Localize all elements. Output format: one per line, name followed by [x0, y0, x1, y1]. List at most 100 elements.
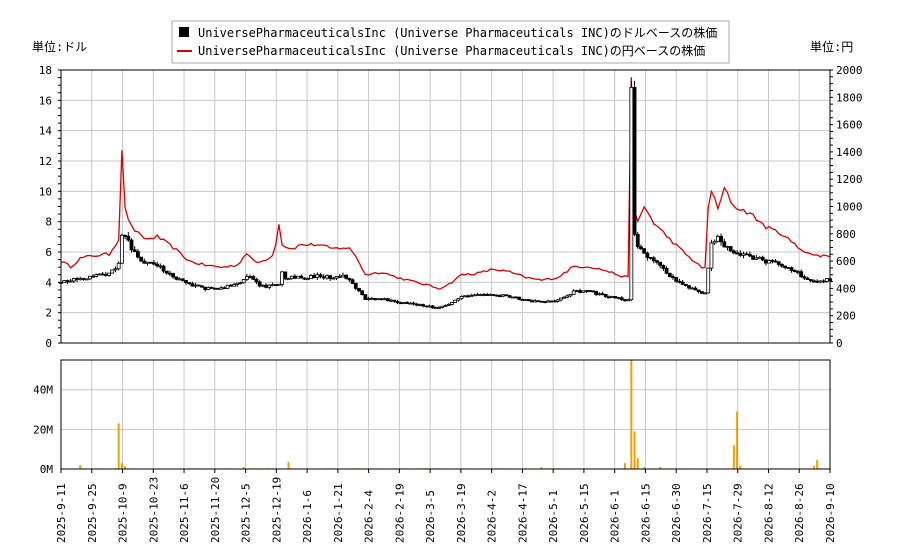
- price-candle-body: [393, 300, 396, 301]
- price-candle-body: [710, 243, 713, 268]
- volume-bar: [630, 360, 632, 469]
- price-candle-body: [534, 301, 537, 302]
- price-candle-body: [117, 263, 120, 268]
- price-candle-body: [306, 279, 309, 280]
- volume-bar: [634, 431, 636, 469]
- price-candle-body: [329, 276, 332, 279]
- price-candle-body: [348, 278, 351, 279]
- price-candle-body: [617, 298, 620, 299]
- price-candle-body: [140, 257, 143, 261]
- volume-bar: [733, 445, 735, 469]
- price-candle-body: [598, 294, 601, 295]
- price-candle-body: [582, 291, 585, 292]
- price-candle-body: [691, 288, 694, 289]
- legend-label-dollar: UniversePharmaceuticalsInc (Universe Pha…: [198, 25, 717, 40]
- price-candle-body: [816, 281, 819, 282]
- price-candle-body: [524, 300, 527, 301]
- price-candle-body: [611, 296, 614, 297]
- left-tick-label: 10: [39, 185, 52, 198]
- volume-bar: [624, 463, 626, 469]
- price-candle-body: [364, 295, 367, 300]
- price-candle-body: [752, 256, 755, 259]
- price-candle-body: [755, 258, 758, 259]
- price-candle-body: [284, 272, 287, 279]
- price-candle-body: [800, 272, 803, 277]
- price-candle-body: [104, 274, 107, 275]
- x-tick-label: 2026-6-1: [609, 490, 622, 543]
- price-candle-body: [309, 276, 312, 279]
- price-candle-body: [553, 301, 556, 302]
- price-candle-body: [771, 260, 774, 261]
- price-candle-body: [758, 257, 761, 258]
- price-candle-body: [575, 291, 578, 292]
- volume-tick-label: 40M: [33, 384, 53, 397]
- price-candle-body: [514, 297, 517, 298]
- price-candle-body: [223, 288, 226, 289]
- price-candle-body: [300, 276, 303, 278]
- price-candle-body: [335, 276, 338, 278]
- x-tick-label: 2025-12-19: [270, 477, 283, 543]
- volume-tick-label: 20M: [33, 423, 53, 436]
- price-candle-body: [412, 303, 415, 304]
- price-candle-body: [547, 301, 550, 302]
- price-candle-body: [787, 268, 790, 269]
- price-candle-body: [681, 282, 684, 284]
- price-candle-body: [540, 301, 543, 302]
- price-candle-body: [777, 262, 780, 265]
- price-candle-body: [418, 305, 421, 306]
- right-tick-label: 1200: [836, 173, 863, 186]
- price-candle-body: [774, 261, 777, 262]
- price-candle-body: [313, 276, 316, 278]
- price-candle-body: [550, 301, 553, 302]
- price-candle-body: [409, 303, 412, 304]
- price-candle-body: [569, 294, 572, 296]
- price-candle-body: [69, 281, 72, 282]
- x-tick-label: 2026-8-26: [793, 483, 806, 543]
- price-candle-body: [79, 278, 82, 279]
- price-candle-body: [633, 87, 636, 234]
- price-candle-body: [639, 247, 642, 249]
- price-candle-body: [726, 247, 729, 248]
- price-candle-body: [88, 276, 91, 279]
- x-tick-label: 2025-9-25: [86, 483, 99, 543]
- x-tick-label: 2025-10-23: [147, 477, 160, 543]
- price-candle-body: [277, 284, 280, 285]
- price-candle-body: [200, 286, 203, 287]
- price-candle-body: [172, 274, 175, 277]
- price-candle-body: [623, 300, 626, 301]
- price-candle-body: [688, 286, 691, 288]
- price-candle-body: [82, 278, 85, 279]
- price-candle-body: [287, 279, 290, 280]
- x-tick-label: 2025-11-20: [209, 477, 222, 543]
- price-candle-body: [431, 306, 434, 308]
- x-tick-label: 2026-3-19: [455, 483, 468, 543]
- price-candle-body: [252, 277, 255, 280]
- price-candle-body: [707, 268, 710, 293]
- price-candle-body: [447, 304, 450, 305]
- price-candle-body: [386, 299, 389, 301]
- price-candle-body: [233, 285, 236, 287]
- volume-bar: [121, 463, 123, 469]
- price-candle-body: [579, 291, 582, 293]
- price-candle-body: [479, 294, 482, 295]
- right-tick-label: 400: [836, 282, 856, 295]
- price-candle-body: [694, 288, 697, 290]
- right-tick-label: 600: [836, 255, 856, 268]
- price-candle-body: [527, 300, 530, 301]
- price-candle-body: [588, 290, 591, 291]
- left-tick-label: 8: [45, 216, 52, 229]
- price-candle-body: [261, 285, 264, 286]
- price-candle-body: [556, 300, 559, 302]
- x-tick-label: 2025-10-9: [117, 483, 130, 543]
- right-tick-label: 0: [836, 337, 843, 350]
- price-candle-body: [732, 251, 735, 253]
- x-tick-label: 2026-6-30: [670, 483, 683, 543]
- price-candle-body: [716, 236, 719, 241]
- legend-label-yen: UniversePharmaceuticalsInc (Universe Pha…: [198, 43, 705, 58]
- price-candle-body: [168, 273, 171, 274]
- price-candle-body: [684, 284, 687, 285]
- price-candle-body: [242, 280, 245, 283]
- price-candle-body: [357, 288, 360, 290]
